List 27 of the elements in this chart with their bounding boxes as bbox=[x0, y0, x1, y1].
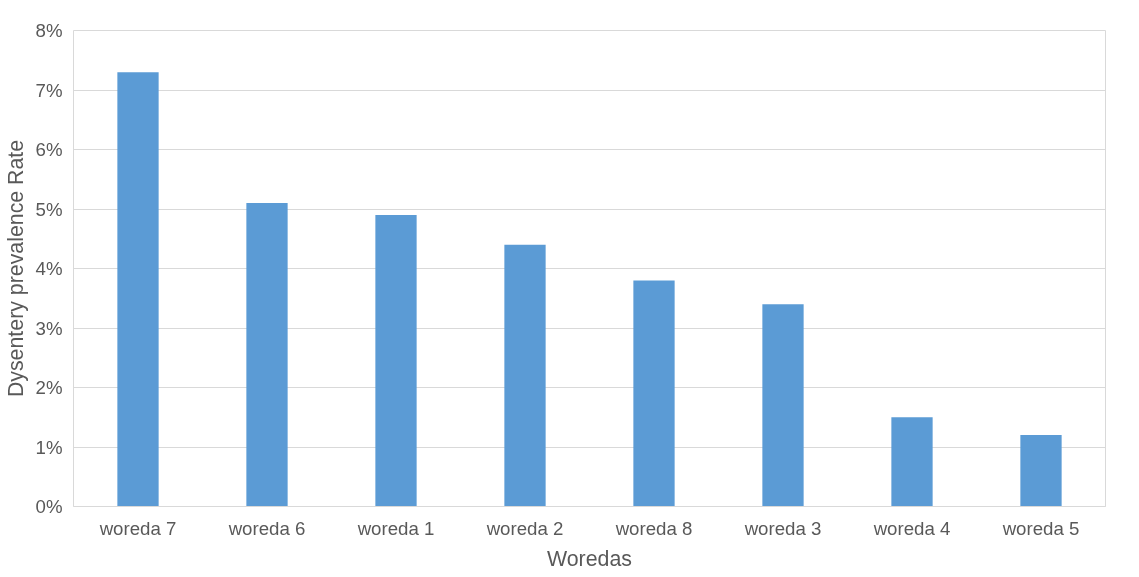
x-tick-label: woreda 1 bbox=[356, 517, 435, 539]
bar bbox=[633, 280, 675, 507]
bar bbox=[117, 72, 159, 507]
x-tick-label: woreda 8 bbox=[614, 517, 693, 539]
bar bbox=[504, 244, 546, 507]
y-tick-label: 5% bbox=[35, 198, 63, 220]
y-tick-label: 8% bbox=[35, 20, 63, 41]
bar bbox=[762, 304, 804, 507]
y-tick-label: 7% bbox=[35, 79, 63, 101]
x-tick-label: woreda 4 bbox=[872, 517, 951, 539]
x-tick-label: woreda 7 bbox=[98, 517, 177, 539]
bar bbox=[375, 214, 417, 507]
x-tick-label: woreda 2 bbox=[485, 517, 564, 539]
y-tick-label: 4% bbox=[35, 258, 63, 279]
y-tick-label: 1% bbox=[35, 436, 63, 458]
x-axis-title: Woredas bbox=[547, 546, 632, 571]
y-tick-label: 2% bbox=[35, 377, 63, 398]
x-tick-label: woreda 5 bbox=[1001, 517, 1080, 539]
x-tick-label: woreda 6 bbox=[227, 517, 306, 539]
y-axis-title: Dysentery prevalence Rate bbox=[3, 139, 28, 398]
bar bbox=[246, 203, 288, 507]
bar bbox=[891, 417, 933, 507]
y-tick-label: 3% bbox=[35, 317, 63, 339]
bar bbox=[1020, 435, 1062, 507]
x-tick-label: woreda 3 bbox=[743, 517, 822, 539]
y-tick-label: 6% bbox=[35, 139, 63, 160]
y-tick-label: 0% bbox=[35, 496, 63, 517]
